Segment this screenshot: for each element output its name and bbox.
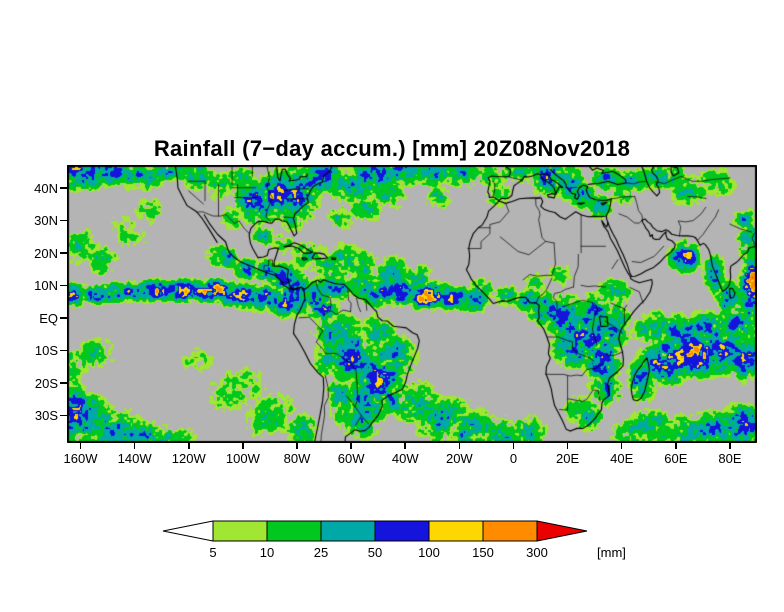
legend-threshold-label: 100 xyxy=(418,545,440,560)
lat-tick-label: EQ xyxy=(39,310,58,326)
lon-tick-mark xyxy=(675,443,677,449)
lat-tick-label: 40N xyxy=(34,180,58,196)
lat-tick-mark xyxy=(60,317,67,319)
lon-tick-label: 20W xyxy=(445,451,473,466)
legend-threshold-label: 5 xyxy=(209,545,216,560)
legend-threshold-label: 10 xyxy=(260,545,274,560)
lon-tick-label: 40E xyxy=(610,451,634,466)
lon-tick-mark xyxy=(133,443,136,449)
legend-over-arrow xyxy=(536,520,588,542)
lat-tick-label: 10N xyxy=(34,278,58,294)
lat-tick-mark xyxy=(60,382,67,384)
lon-tick-mark xyxy=(296,443,298,449)
map-plot-area xyxy=(67,165,757,443)
legend-threshold-label: 25 xyxy=(314,545,328,560)
legend-unit-label: [mm] xyxy=(597,545,626,560)
legend-segment xyxy=(320,520,376,542)
lon-tick-mark xyxy=(566,443,569,449)
lon-tick-label: 60W xyxy=(337,451,365,466)
legend-segment xyxy=(482,520,538,542)
lon-tick-label: 80E xyxy=(718,451,742,466)
rainfall-map-canvas xyxy=(67,165,757,443)
legend-segment xyxy=(428,520,484,542)
lat-tick-label: 30N xyxy=(34,213,58,229)
lat-tick-mark xyxy=(60,349,67,352)
map-title: Rainfall (7−day accum.) [mm] 20Z08Nov201… xyxy=(153,136,631,161)
lon-tick-label: 0 xyxy=(509,451,518,466)
lon-tick-mark xyxy=(458,443,461,449)
lat-tick-label: 20S xyxy=(34,375,58,391)
lat-tick-mark xyxy=(60,414,67,417)
legend-threshold-label: 50 xyxy=(368,545,382,560)
lon-tick-mark xyxy=(404,443,406,449)
lat-tick-mark xyxy=(60,284,67,287)
lon-tick-mark xyxy=(512,443,515,449)
lon-tick-mark xyxy=(242,443,244,449)
lon-tick-label: 120W xyxy=(171,451,206,466)
lat-tick-mark xyxy=(60,252,67,254)
legend-segment xyxy=(374,520,430,542)
lat-tick-mark xyxy=(60,219,67,222)
lon-tick-label: 60E xyxy=(664,451,688,466)
lon-tick-label: 100W xyxy=(225,451,260,466)
lat-tick-label: 30S xyxy=(34,408,58,424)
lon-tick-label: 140W xyxy=(117,451,152,466)
lon-tick-mark xyxy=(79,443,82,449)
legend-threshold-label: 150 xyxy=(472,545,494,560)
legend-segment xyxy=(266,520,322,542)
legend-threshold-label: 300 xyxy=(526,545,548,560)
lon-tick-label: 80W xyxy=(283,451,311,466)
legend-colorbar: 5 10 25 50 100 150 300 [mm] xyxy=(162,520,626,560)
lon-tick-mark xyxy=(350,443,352,449)
lon-tick-label: 20E xyxy=(556,451,580,466)
lon-tick-label: 160W xyxy=(63,451,98,466)
lat-tick-mark xyxy=(60,187,67,189)
lon-tick-mark xyxy=(188,443,190,449)
lon-tick-label: 40W xyxy=(391,451,419,466)
legend-segment xyxy=(212,520,268,542)
lon-tick-mark xyxy=(729,443,731,449)
lat-tick-label: 20N xyxy=(34,245,58,261)
lat-tick-label: 10S xyxy=(34,343,58,359)
legend-under-arrow xyxy=(162,520,214,542)
lon-tick-mark xyxy=(620,443,623,449)
